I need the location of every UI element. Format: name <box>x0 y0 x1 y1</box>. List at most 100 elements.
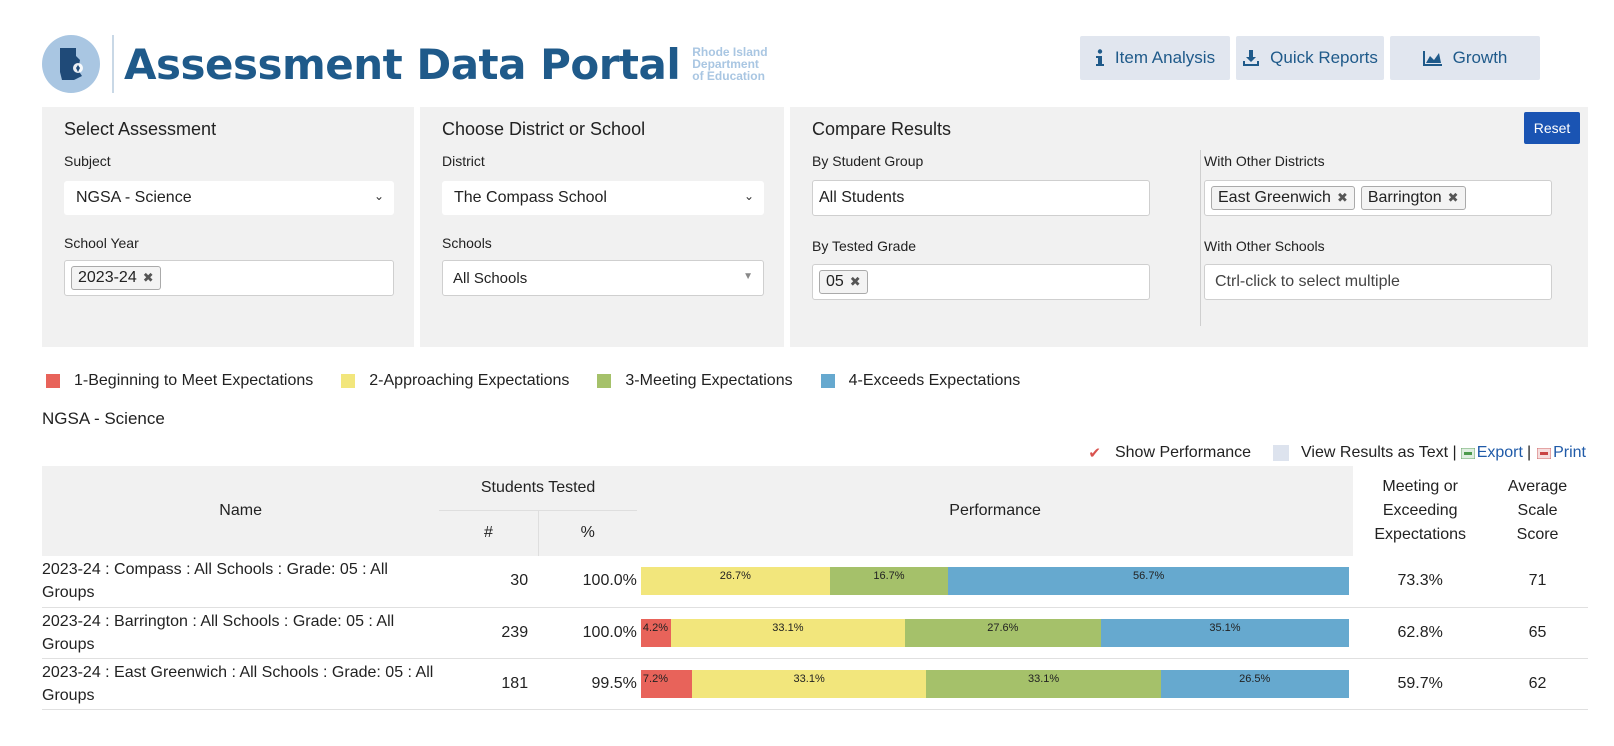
excel-icon <box>1460 447 1475 459</box>
logo-divider <box>112 35 114 93</box>
school-year-field[interactable]: 2023-24 ✖ <box>64 260 394 296</box>
legend-item-level-4: 4-Exceeds Expectations <box>820 372 1020 390</box>
table-row: 2023-24 : East Greenwich : All Schools :… <box>42 658 1588 710</box>
performance-segment-level-2[interactable]: 33.1% <box>691 669 927 698</box>
select-assessment-panel: Select Assessment Subject NGSA - Science… <box>42 107 414 347</box>
count-header: # <box>439 510 539 556</box>
row-avg-score: 65 <box>1487 607 1588 659</box>
org-name: Rhode Island Department of Education <box>692 45 768 83</box>
compare-results-title: Compare Results <box>812 119 952 139</box>
row-count: 239 <box>439 607 539 659</box>
toolbar-separator: | <box>1526 444 1532 461</box>
district-select[interactable]: The Compass School ⌄ <box>442 181 764 215</box>
quick-reports-label: Quick Reports <box>1270 48 1378 67</box>
performance-segment-level-1[interactable]: 4.2% <box>640 618 671 647</box>
portal-logo[interactable]: Assessment Data Portal Rhode Island Depa… <box>42 34 768 94</box>
view-text-checkbox[interactable] <box>1273 445 1290 461</box>
select-assessment-title: Select Assessment <box>64 119 217 139</box>
page-title: Assessment Data Portal <box>124 39 681 89</box>
quick-reports-button[interactable]: Quick Reports <box>1236 36 1384 80</box>
row-name: 2023-24 : Compass : All Schools : Grade:… <box>42 556 440 608</box>
subject-value: NGSA - Science <box>76 189 192 206</box>
performance-segment-level-3[interactable]: 33.1% <box>926 669 1161 698</box>
view-text-toggle[interactable]: View Results as Text | <box>1301 444 1457 461</box>
remove-tag-icon[interactable]: ✖ <box>142 270 154 285</box>
district-label: District <box>442 153 485 169</box>
other-districts-field[interactable]: East Greenwich ✖ Barrington ✖ <box>1204 180 1552 216</box>
student-group-label: By Student Group <box>812 153 924 169</box>
row-meeting-pct: 59.7% <box>1353 658 1488 710</box>
caret-down-icon: ▼ <box>743 271 753 282</box>
performance-segment-level-2[interactable]: 33.1% <box>670 618 906 647</box>
pdf-icon <box>1537 447 1552 459</box>
row-name: 2023-24 : East Greenwich : All Schools :… <box>42 658 440 710</box>
student-group-value: All Students <box>819 189 905 206</box>
grade-tag[interactable]: 05 ✖ <box>819 270 868 294</box>
performance-segment-level-4[interactable]: 56.7% <box>948 567 1350 596</box>
tested-grade-field[interactable]: 05 ✖ <box>812 264 1150 300</box>
print-link[interactable]: Print <box>1553 444 1586 461</box>
schools-value: All Schools <box>453 269 528 287</box>
show-performance-toggle[interactable]: Show Performance <box>1114 444 1252 461</box>
performance-segment-level-3[interactable]: 27.6% <box>905 618 1101 647</box>
row-name: 2023-24 : Barrington : All Schools : Gra… <box>42 607 440 659</box>
performance-segment-level-3[interactable]: 16.7% <box>829 567 949 596</box>
tested-grade-label: By Tested Grade <box>812 238 917 254</box>
area-chart-icon <box>1422 51 1442 66</box>
legend-swatch <box>820 374 835 388</box>
legend-item-level-2: 2-Approaching Expectations <box>341 372 569 390</box>
row-avg-score: 62 <box>1487 658 1588 710</box>
export-link[interactable]: Export <box>1476 444 1523 461</box>
item-analysis-label: Item Analysis <box>1114 48 1216 67</box>
remove-tag-icon[interactable]: ✖ <box>849 274 861 289</box>
row-percent: 100.0% <box>538 556 637 608</box>
remove-tag-icon[interactable]: ✖ <box>1447 190 1459 205</box>
district-value: The Compass School <box>454 189 607 206</box>
subject-select[interactable]: NGSA - Science ⌄ <box>64 181 394 215</box>
checkmark-icon[interactable]: ✔ <box>1088 445 1101 462</box>
row-percent: 100.0% <box>538 607 637 659</box>
row-avg-score: 71 <box>1487 556 1588 608</box>
results-toolbar: ✔ Show Performance View Results as Text … <box>1088 444 1586 462</box>
performance-segment-level-4[interactable]: 26.5% <box>1160 669 1349 698</box>
performance-segment-level-1[interactable]: 7.2% <box>640 669 692 698</box>
performance-bar: 26.7% 16.7% 56.7% <box>640 567 1350 596</box>
results-table: Name Students Tested Performance Meeting… <box>42 466 1588 710</box>
performance-segment-level-2[interactable]: 26.7% <box>640 567 830 596</box>
row-meeting-pct: 62.8% <box>1353 607 1488 659</box>
meeting-expectations-header: Meeting or Exceeding Expectations <box>1353 466 1488 556</box>
percent-header: % <box>538 510 637 556</box>
average-scale-score-header: Average Scale Score <box>1487 466 1588 556</box>
legend-swatch <box>46 374 60 388</box>
other-districts-label: With Other Districts <box>1204 153 1325 169</box>
item-analysis-button[interactable]: Item Analysis <box>1080 36 1230 80</box>
district-tag-barrington[interactable]: Barrington ✖ <box>1360 186 1466 210</box>
district-tag-east-greenwich[interactable]: East Greenwich ✖ <box>1211 186 1355 210</box>
legend-item-level-1: 1-Beginning to Meet Expectations <box>46 372 313 390</box>
legend-swatch <box>597 374 612 388</box>
growth-button[interactable]: Growth <box>1390 36 1540 80</box>
row-count: 181 <box>439 658 539 710</box>
students-tested-header: Students Tested <box>439 466 637 511</box>
other-schools-field[interactable]: Ctrl-click to select multiple <box>1204 264 1552 300</box>
table-row: 2023-24 : Compass : All Schools : Grade:… <box>42 556 1588 608</box>
choose-district-title: Choose District or School <box>442 119 646 139</box>
row-count: 30 <box>439 556 539 608</box>
download-icon <box>1243 50 1260 66</box>
name-header: Name <box>42 466 440 556</box>
compare-results-panel: Compare Results By Student Group All Stu… <box>790 107 1588 347</box>
performance-cell: 26.7% 16.7% 56.7% <box>636 556 1354 608</box>
row-meeting-pct: 73.3% <box>1353 556 1488 608</box>
performance-segment-level-4[interactable]: 35.1% <box>1100 618 1350 647</box>
student-group-field[interactable]: All Students <box>812 180 1150 216</box>
info-icon <box>1095 49 1104 66</box>
schools-select[interactable]: All Schools ▼ <box>442 260 764 296</box>
subject-label: Subject <box>64 153 111 169</box>
remove-tag-icon[interactable]: ✖ <box>1336 190 1348 205</box>
compare-divider <box>1200 150 1201 326</box>
school-year-tag[interactable]: 2023-24 ✖ <box>71 266 161 290</box>
reset-button[interactable]: Reset <box>1524 112 1580 144</box>
performance-cell: 7.2% 33.1% 33.1% 26.5% <box>636 658 1354 710</box>
school-year-label: School Year <box>64 235 139 251</box>
chevron-down-icon: ⌄ <box>373 189 384 203</box>
